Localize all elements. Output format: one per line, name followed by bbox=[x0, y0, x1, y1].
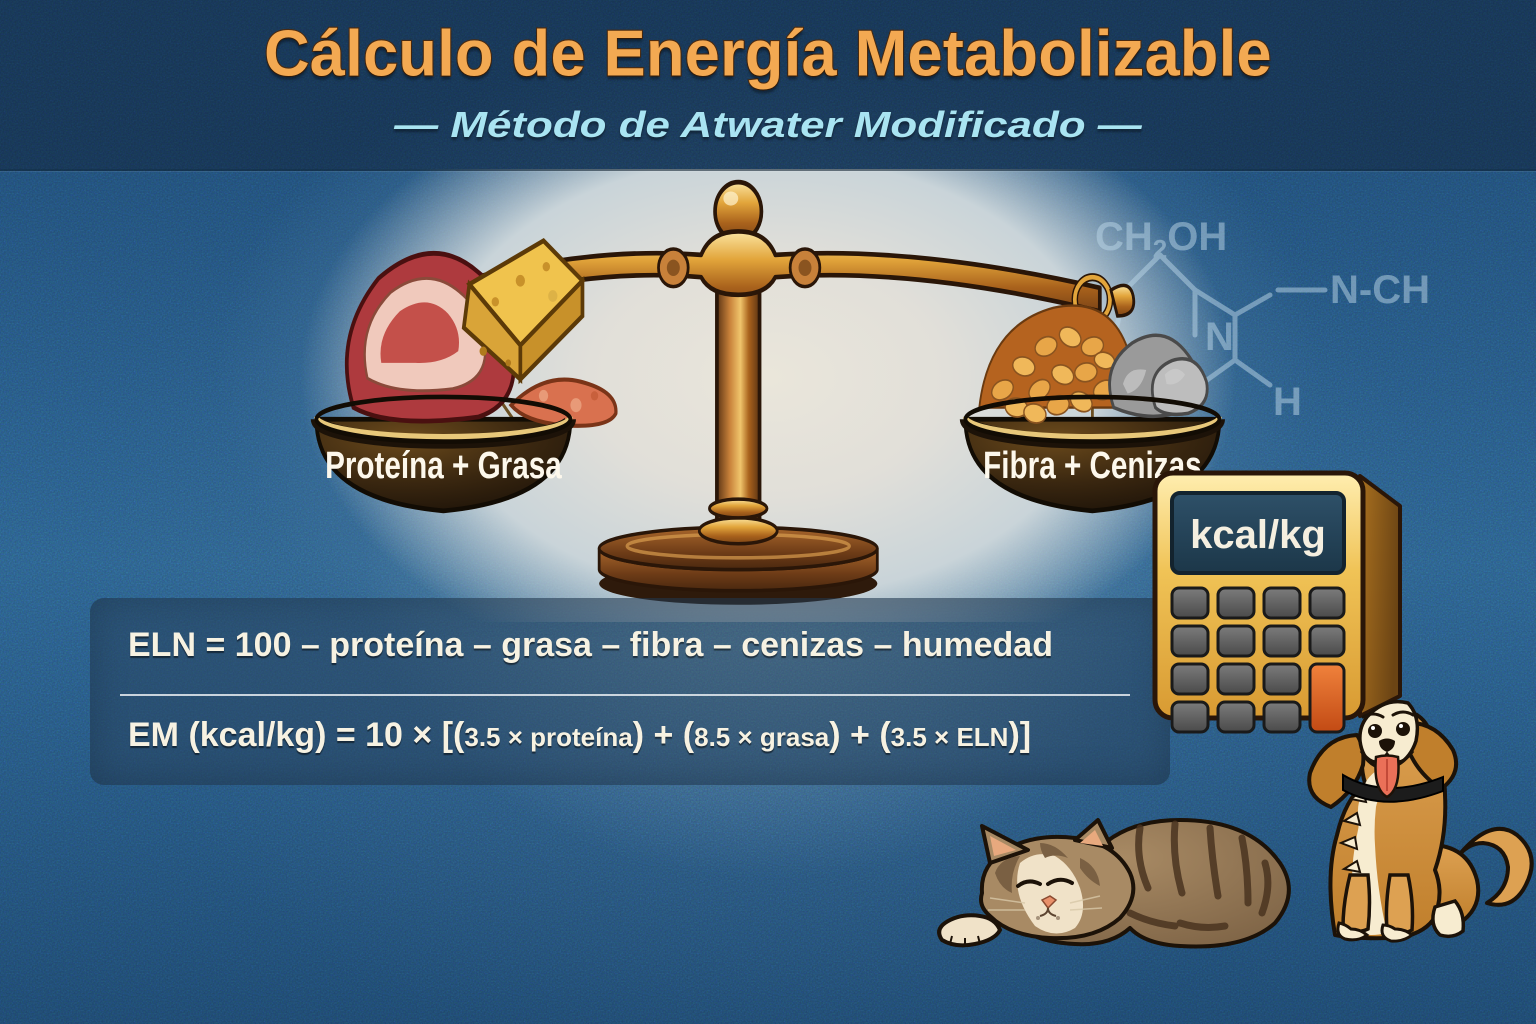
svg-text:Proteína + Grasa: Proteína + Grasa bbox=[325, 445, 563, 487]
svg-text:N: N bbox=[1205, 315, 1234, 359]
svg-text:kcal/kg: kcal/kg bbox=[1190, 513, 1326, 557]
svg-text:N-CH: N-CH bbox=[1330, 268, 1430, 312]
svg-text:H: H bbox=[1273, 380, 1302, 424]
